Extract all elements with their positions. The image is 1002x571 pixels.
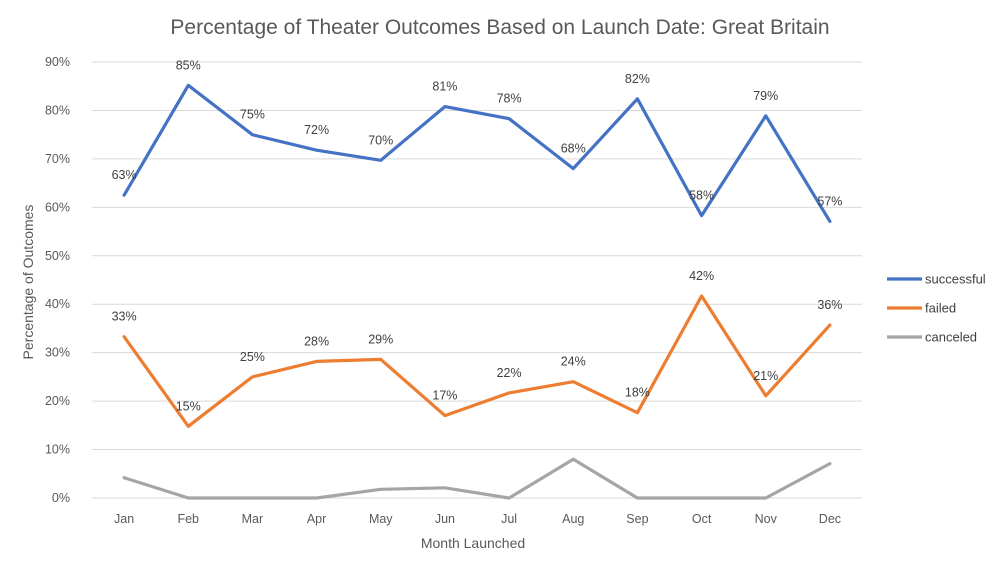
data-label-failed: 22% — [497, 366, 522, 380]
x-tick-label: Apr — [307, 512, 326, 526]
data-label-failed: 28% — [304, 334, 329, 348]
legend-label-canceled: canceled — [925, 330, 977, 345]
data-label-failed: 42% — [689, 269, 714, 283]
x-axis-ticks: Jan Feb Mar Apr May Jun Jul Aug Sep Oct Nov Dec — [114, 512, 841, 526]
x-tick-label: Jan — [114, 512, 134, 526]
y-tick-label: 60% — [45, 200, 70, 214]
y-axis-title: Percentage of Outcomes — [20, 205, 36, 360]
data-label-successful: 70% — [368, 133, 393, 147]
series-line-successful — [122, 83, 832, 223]
y-axis-ticks: 0% 10% 20% 30% 40% 50% 60% 70% 80% 90% — [45, 55, 70, 505]
data-label-failed: 21% — [753, 369, 778, 383]
chart-title: Percentage of Theater Outcomes Based on … — [170, 16, 829, 39]
data-label-successful: 85% — [176, 58, 201, 72]
data-label-failed: 33% — [112, 310, 137, 324]
series-line-canceled — [122, 457, 832, 500]
data-label-successful: 75% — [240, 108, 265, 122]
data-label-failed: 25% — [240, 350, 265, 364]
data-label-failed: 29% — [368, 332, 393, 346]
x-tick-label: Dec — [819, 512, 841, 526]
data-label-successful: 57% — [817, 194, 842, 208]
y-tick-label: 70% — [45, 152, 70, 166]
data-label-successful: 79% — [753, 89, 778, 103]
y-tick-label: 90% — [45, 55, 70, 69]
data-label-successful: 78% — [497, 92, 522, 106]
data-label-successful: 72% — [304, 123, 329, 137]
data-label-failed: 15% — [176, 399, 201, 413]
x-tick-label: Jun — [435, 512, 455, 526]
x-tick-label: Aug — [562, 512, 584, 526]
data-label-successful: 68% — [561, 142, 586, 156]
gridlines — [92, 61, 862, 499]
legend-label-successful: successful — [925, 272, 986, 287]
x-axis-title: Month Launched — [421, 535, 525, 551]
data-label-successful: 81% — [432, 80, 457, 94]
data-label-failed: 24% — [561, 355, 586, 369]
data-label-failed: 18% — [625, 386, 650, 400]
y-tick-label: 10% — [45, 443, 70, 457]
x-tick-label: Feb — [177, 512, 199, 526]
legend: successful failed canceled — [887, 272, 986, 345]
data-label-failed: 17% — [432, 389, 457, 403]
data-label-successful: 82% — [625, 72, 650, 86]
data-label-successful: 63% — [112, 168, 137, 182]
x-tick-label: Oct — [692, 512, 712, 526]
y-tick-label: 80% — [45, 103, 70, 117]
y-tick-label: 20% — [45, 394, 70, 408]
y-tick-label: 0% — [52, 491, 70, 505]
y-tick-label: 30% — [45, 346, 70, 360]
legend-label-failed: failed — [925, 301, 956, 316]
data-label-failed: 36% — [817, 298, 842, 312]
x-tick-label: Mar — [242, 512, 264, 526]
x-tick-label: Nov — [755, 512, 778, 526]
x-tick-label: Sep — [626, 512, 648, 526]
data-label-successful: 58% — [689, 189, 714, 203]
y-tick-label: 50% — [45, 249, 70, 263]
y-tick-label: 40% — [45, 297, 70, 311]
data-labels: 63% 85% 75% 72% 70% 81% 78% 68% 82% 58% 79% 57% 33% 1… — [112, 58, 843, 413]
series-line-failed — [122, 294, 832, 428]
x-tick-label: Jul — [501, 512, 517, 526]
x-tick-label: May — [369, 512, 393, 526]
series-lines — [122, 83, 832, 500]
